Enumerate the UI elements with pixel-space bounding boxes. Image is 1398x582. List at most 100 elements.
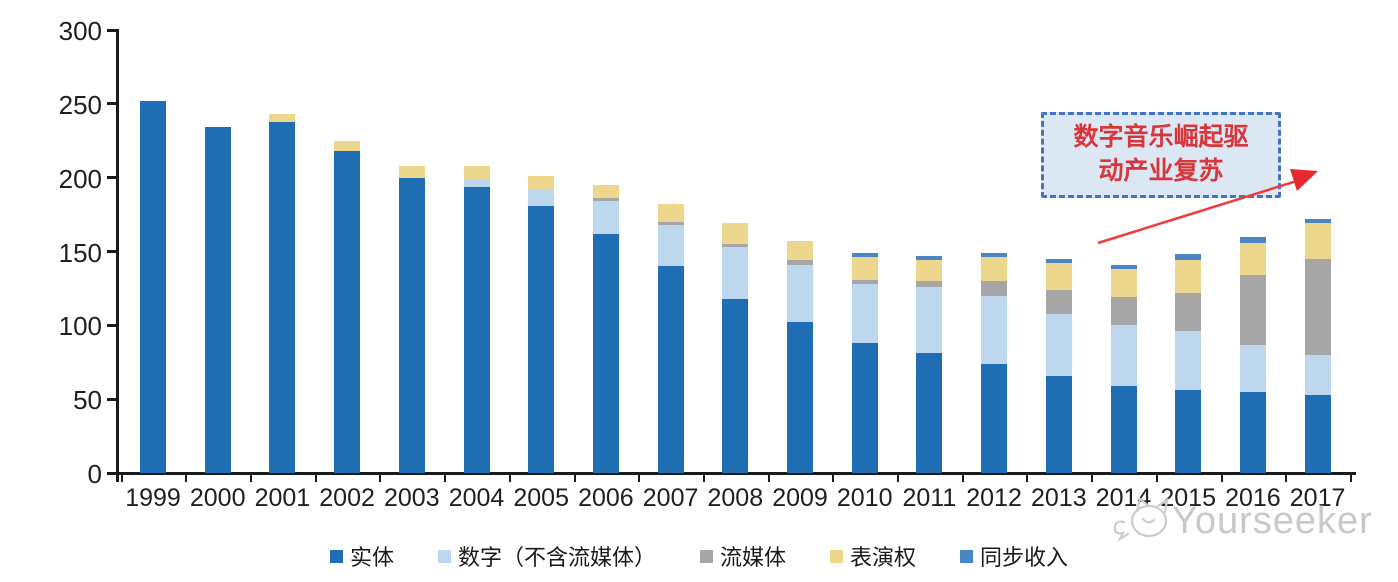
y-tick-mark xyxy=(107,176,117,180)
bar-segment-performance-rights xyxy=(528,176,555,190)
bar-segment-performance-rights xyxy=(722,223,749,245)
bar-segment-performance-rights xyxy=(1110,269,1137,298)
legend-item-sync-revenue: 同步收入 xyxy=(960,540,1068,572)
y-tick-label: 50 xyxy=(73,385,102,416)
bar-segment-physical xyxy=(1045,375,1072,473)
x-tick-label: 2004 xyxy=(448,484,505,512)
bar-column-2008 xyxy=(722,223,749,473)
watermark-text: Yourseeker xyxy=(1172,500,1373,542)
x-tick-mark xyxy=(638,473,641,482)
bar-segment-performance-rights xyxy=(592,185,619,199)
bar-segment-physical xyxy=(463,186,490,473)
bar-segment-streaming xyxy=(657,221,684,225)
bar-segment-performance-rights xyxy=(398,165,425,178)
legend-swatch-icon xyxy=(699,549,713,563)
legend-item-streaming: 流媒体 xyxy=(699,540,786,572)
bar-column-2002 xyxy=(334,140,361,473)
x-tick-mark xyxy=(1349,473,1352,482)
bar-segment-performance-rights xyxy=(463,165,490,180)
x-tick-label: 2012 xyxy=(966,484,1022,512)
bar-segment-physical xyxy=(1110,385,1137,473)
bar-segment-physical xyxy=(398,177,425,473)
legend-swatch-icon xyxy=(960,549,974,563)
bar-segment-digital-ex-streaming xyxy=(1239,344,1266,392)
x-tick-mark xyxy=(1091,473,1094,482)
x-tick-mark xyxy=(314,473,317,482)
bar-segment-physical xyxy=(1304,394,1331,473)
bar-segment-digital-ex-streaming xyxy=(916,286,943,354)
bar-segment-performance-rights xyxy=(1045,263,1072,290)
bar-column-2006 xyxy=(592,185,619,473)
bar-segment-performance-rights xyxy=(1239,242,1266,276)
bar-segment-digital-ex-streaming xyxy=(981,295,1008,364)
bar-segment-digital-ex-streaming xyxy=(851,284,878,344)
bar-column-2015 xyxy=(1175,254,1202,473)
annotation-text-line2: 动产业复苏 xyxy=(1098,158,1224,185)
yourseeker-logo-icon xyxy=(1113,497,1169,543)
bar-segment-performance-rights xyxy=(981,257,1008,282)
bar-column-2017 xyxy=(1304,219,1331,473)
bar-segment-performance-rights xyxy=(269,114,296,122)
bar-segment-physical xyxy=(981,363,1008,473)
x-tick-label: 2017 xyxy=(1289,484,1346,512)
bar-segment-performance-rights xyxy=(851,257,878,280)
y-tick-mark xyxy=(107,471,117,475)
bar-segment-digital-ex-streaming xyxy=(657,224,684,267)
x-tick-mark xyxy=(767,473,770,482)
bar-segment-streaming xyxy=(592,198,619,202)
y-tick-mark xyxy=(107,397,117,401)
x-tick-label: 2007 xyxy=(642,484,699,512)
x-tick-label: 2011 xyxy=(902,484,957,512)
bar-column-2004 xyxy=(463,165,490,473)
bar-column-2000 xyxy=(204,127,231,473)
legend-label: 表演权 xyxy=(850,545,917,570)
bar-segment-digital-ex-streaming xyxy=(528,189,555,206)
bar-segment-physical xyxy=(140,100,166,473)
y-tick-mark xyxy=(107,102,117,106)
legend-label: 实体 xyxy=(349,545,394,570)
x-tick-label: 2009 xyxy=(772,484,828,512)
bar-segment-physical xyxy=(722,298,749,473)
bar-segment-physical xyxy=(204,127,231,473)
x-tick-label: 2016 xyxy=(1225,484,1281,512)
bar-segment-physical xyxy=(787,322,813,473)
bar-segment-sync-revenue xyxy=(1175,254,1202,261)
bar-column-2007 xyxy=(657,204,684,473)
bar-segment-physical xyxy=(528,205,555,473)
bar-segment-sync-revenue xyxy=(916,255,943,261)
bar-segment-streaming xyxy=(1175,292,1202,332)
bar-segment-streaming xyxy=(981,281,1008,296)
x-tick-label: 2001 xyxy=(254,484,311,512)
bar-segment-digital-ex-streaming xyxy=(463,179,490,187)
x-tick-label: 2015 xyxy=(1160,484,1216,512)
x-tick-mark xyxy=(185,473,188,482)
x-tick-mark xyxy=(250,473,253,482)
y-tick-label: 150 xyxy=(58,237,102,268)
legend-swatch-icon xyxy=(437,549,451,563)
y-tick-mark xyxy=(107,250,117,253)
bar-segment-physical xyxy=(1239,391,1266,473)
bar-column-2005 xyxy=(528,176,555,473)
bar-segment-streaming xyxy=(1110,297,1137,326)
legend-item-physical: 实体 xyxy=(329,540,394,572)
legend-item-digital-ex-streaming: 数字（不含流媒体） xyxy=(437,540,656,572)
bar-segment-streaming xyxy=(1304,258,1331,355)
bar-segment-performance-rights xyxy=(657,204,684,222)
legend-swatch-icon xyxy=(830,549,843,563)
y-tick-label: 0 xyxy=(87,459,102,489)
bar-segment-streaming xyxy=(851,279,878,284)
bar-segment-physical xyxy=(269,121,296,473)
bar-segment-digital-ex-streaming xyxy=(722,247,749,299)
bar-segment-sync-revenue xyxy=(1110,264,1137,270)
x-axis-line xyxy=(110,472,1356,475)
bar-segment-streaming xyxy=(722,244,749,248)
legend-item-performance-rights: 表演权 xyxy=(830,540,916,572)
bar-column-2012 xyxy=(981,253,1008,473)
x-tick-label: 2006 xyxy=(578,484,634,512)
bar-segment-digital-ex-streaming xyxy=(1304,354,1331,395)
x-tick-mark xyxy=(1285,473,1288,482)
bar-segment-physical xyxy=(592,233,619,473)
legend-swatch-icon xyxy=(329,549,343,563)
y-tick-label: 100 xyxy=(58,311,102,342)
x-tick-mark xyxy=(444,473,447,482)
